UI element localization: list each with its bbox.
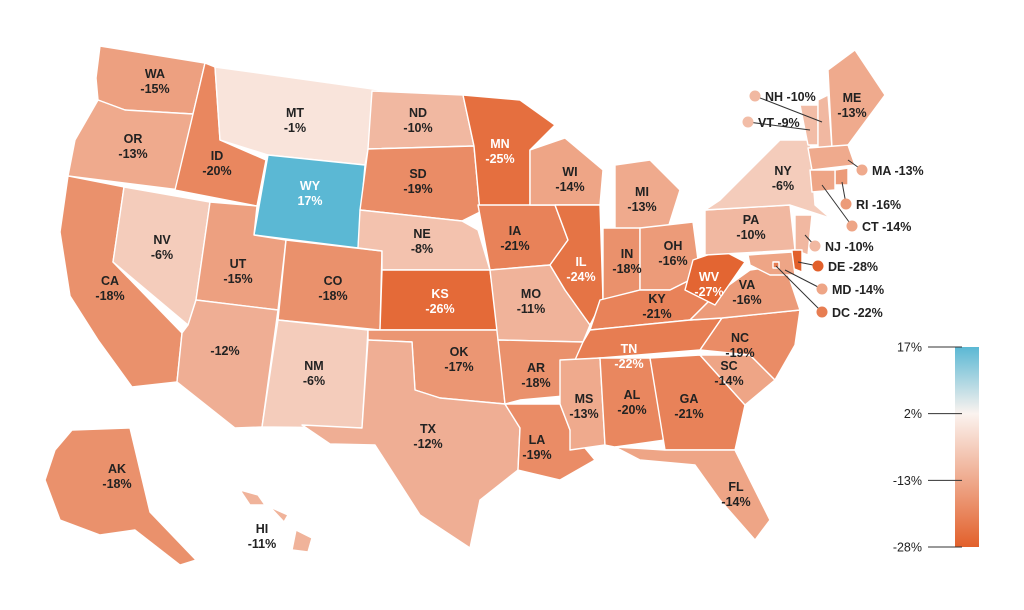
state-label-ne: NE -8% <box>411 227 433 256</box>
state-label-nd: ND -10% <box>403 106 432 135</box>
state-label-tn: TN -22% <box>614 342 643 371</box>
callout-line-vt <box>747 121 811 131</box>
legend-tick-label-0: 17% <box>897 341 922 355</box>
callout-label-md: MD -14% <box>832 283 884 297</box>
states-layer <box>44 45 886 566</box>
callout-line-md <box>784 269 823 290</box>
state-va <box>689 264 801 321</box>
state-label-sd: SD -19% <box>403 167 432 196</box>
state-label-va: VA -16% <box>732 278 761 307</box>
state-label-la: LA -19% <box>522 433 551 462</box>
state-label-ms: MS -13% <box>569 392 598 421</box>
callout-dot-dc <box>816 306 828 318</box>
state-ny <box>704 139 831 219</box>
state-label-ok: OK -17% <box>444 345 473 374</box>
state-al <box>599 357 666 448</box>
state-label-ar: AR -18% <box>521 361 550 390</box>
state-label-ut: UT -15% <box>223 257 252 286</box>
state-label-in: IN -18% <box>612 247 641 276</box>
state-az <box>176 299 279 429</box>
legend-tick-label-2: -13% <box>893 474 922 488</box>
state-label-az: -12% <box>210 344 239 358</box>
state-label-oh: OH -16% <box>658 239 687 268</box>
state-label-me: ME -13% <box>837 91 866 120</box>
state-label-or: OR -13% <box>118 132 147 161</box>
state-ct <box>809 169 836 193</box>
callout-label-ri: RI -16% <box>856 198 901 212</box>
state-label-al: AL -20% <box>617 388 646 417</box>
callout-label-de: DE -28% <box>828 260 878 274</box>
callout-label-nh: NH -10% <box>765 90 816 104</box>
callout-line-ct <box>821 184 853 227</box>
state-label-ky: KY -21% <box>642 292 671 321</box>
state-label-nm: NM -6% <box>303 359 325 388</box>
legend-gradient-bar <box>955 347 979 547</box>
state-ak <box>44 427 197 566</box>
state-dc <box>772 261 780 269</box>
state-sd <box>359 145 481 222</box>
state-label-ak: AK -18% <box>102 462 131 491</box>
state-me <box>827 49 886 149</box>
state-label-fl: FL -14% <box>721 480 750 509</box>
state-label-wv: WV -27% <box>694 270 723 299</box>
state-label-mi: MI -13% <box>627 185 656 214</box>
callout-label-nj: NJ -10% <box>825 240 874 254</box>
callout-label-ma: MA -13% <box>872 164 924 178</box>
state-ma <box>807 144 856 171</box>
state-fl <box>614 446 771 541</box>
state-label-mo: MO -11% <box>517 287 546 316</box>
state-label-co: CO -18% <box>318 274 347 303</box>
state-label-ca: CA -18% <box>95 274 124 303</box>
callout-dot-ct <box>846 220 858 232</box>
callout-line-dc <box>775 265 823 313</box>
state-label-hi: HI -11% <box>248 522 277 551</box>
state-label-wy: WY 17% <box>297 179 322 208</box>
state-ri <box>834 167 849 186</box>
labels-layer: WA -15% OR -13% CA -18% ID -20% NV -6% MT -1% WY 17% U… <box>95 67 866 551</box>
callout-dot-md <box>816 283 828 295</box>
state-nj <box>794 214 813 256</box>
callout-line-nh <box>754 95 823 123</box>
state-label-il: IL -24% <box>566 255 595 284</box>
callout-dot-de <box>812 260 824 272</box>
state-label-id: ID -20% <box>202 149 231 178</box>
state-label-sc: SC -14% <box>714 359 743 388</box>
state-label-mt: MT -1% <box>284 106 306 135</box>
state-label-tx: TX -12% <box>413 422 442 451</box>
state-tx <box>301 339 521 549</box>
state-nd <box>367 90 475 150</box>
callouts-layer: VT -9% NH -10% MA -13% RI -16% CT -14% NJ -10… <box>742 90 924 320</box>
state-mi <box>614 159 681 231</box>
state-label-nv: NV -6% <box>151 233 173 262</box>
color-legend: 17% 2% -13% -28% <box>893 341 979 555</box>
callout-dot-ri <box>840 198 852 210</box>
state-hi <box>239 489 313 553</box>
state-label-ny: NY -6% <box>772 164 794 193</box>
state-label-mn: MN -25% <box>485 137 514 166</box>
state-label-pa: PA -10% <box>736 213 765 242</box>
state-label-wi: WI -14% <box>555 165 584 194</box>
legend-tick-label-1: 2% <box>904 407 922 421</box>
state-label-wa: WA -15% <box>140 67 169 96</box>
callout-label-dc: DC -22% <box>832 306 883 320</box>
state-label-nc: NC -19% <box>725 331 754 360</box>
callout-label-ct: CT -14% <box>862 220 911 234</box>
callout-dot-nh <box>749 90 761 102</box>
state-label-ia: IA -21% <box>500 224 529 253</box>
callout-dot-ma <box>856 164 868 176</box>
state-vt <box>799 104 819 146</box>
state-label-ks: KS -26% <box>425 287 454 316</box>
state-il <box>549 204 604 326</box>
callout-dot-nj <box>809 240 821 252</box>
state-md <box>747 251 796 276</box>
legend-tick-label-3: -28% <box>893 541 922 555</box>
callout-label-vt: VT -9% <box>758 116 800 130</box>
callout-dot-vt <box>742 116 754 128</box>
state-label-ga: GA -21% <box>674 392 703 421</box>
